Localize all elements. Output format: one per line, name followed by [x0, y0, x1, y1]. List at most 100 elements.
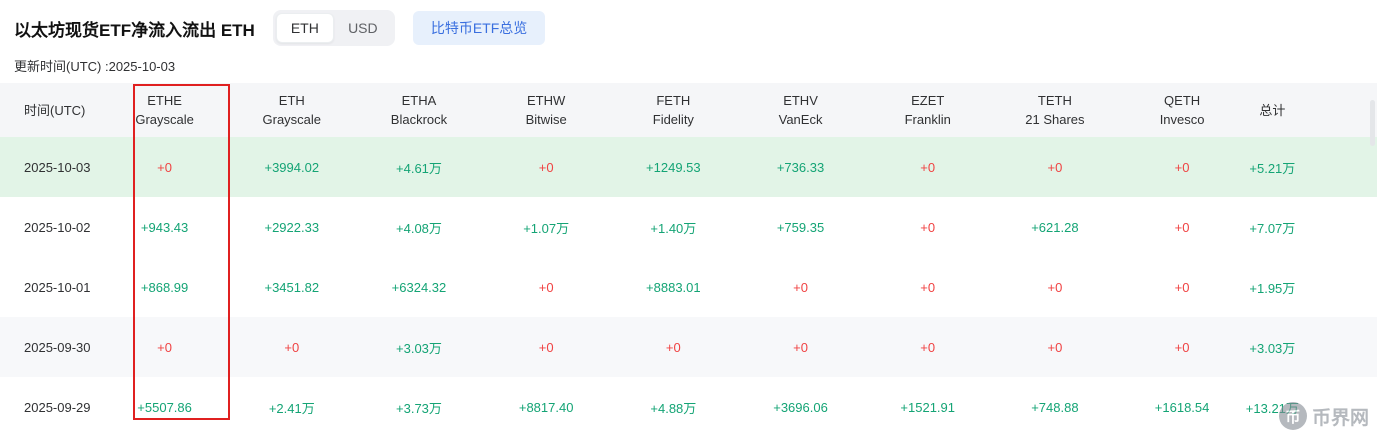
column-header: FETH Fidelity	[610, 91, 737, 129]
flow-value-cell: +8883.01	[646, 279, 701, 295]
flow-value-cell: +0	[1047, 159, 1063, 175]
column-issuer: Blackrock	[390, 112, 448, 127]
flow-value-cell: +3994.02	[264, 159, 320, 175]
column-issuer: Franklin	[904, 112, 951, 127]
row-date: 2025-09-29	[24, 399, 91, 415]
flow-value-cell: +0	[1174, 159, 1190, 175]
watermark-logo-icon: 币	[1278, 402, 1307, 430]
column-ticker: ETHV	[783, 93, 818, 108]
flow-value-cell: +0	[920, 219, 936, 235]
flow-value-cell: +0	[1174, 339, 1190, 355]
column-ticker: ETH	[278, 93, 305, 108]
flow-value-cell: +943.43	[140, 219, 189, 235]
flow-value-cell: +1521.91	[900, 399, 956, 415]
flow-value-cell: +1.07万	[523, 220, 570, 236]
flow-value-cell: +8817.40	[518, 399, 574, 415]
flow-value-cell: +4.08万	[396, 220, 442, 236]
column-header: ETHV VanEck	[737, 91, 864, 129]
site-watermark: 币 币界网	[1278, 402, 1369, 430]
table-row: 2025-10-02 +943.43 +2922.33 +4.08万 +1.07万 +1.…	[0, 197, 1377, 257]
vertical-scrollbar[interactable]	[1370, 100, 1375, 146]
flow-value-cell: +0	[1174, 279, 1190, 295]
flow-value-cell: +1.40万	[650, 220, 697, 236]
column-ticker: QETH	[1164, 93, 1201, 108]
column-ticker: ETHE	[147, 93, 182, 108]
flow-value-cell: +0	[157, 159, 172, 175]
flow-value-cell: +1249.53	[646, 159, 701, 175]
flow-value-cell: +4.61万	[396, 160, 442, 176]
column-issuer: Grayscale	[135, 112, 194, 127]
column-ticker: ETHW	[527, 93, 566, 108]
column-issuer: 21 Shares	[1025, 112, 1085, 127]
row-date: 2025-09-30	[24, 339, 91, 355]
toggle-eth-button[interactable]: ETH	[275, 13, 334, 43]
column-ticker: FETH	[656, 93, 691, 108]
column-issuer: Invesco	[1159, 112, 1205, 127]
column-header: 总计	[1246, 101, 1377, 120]
flow-value-cell: +3696.06	[773, 399, 828, 415]
row-date: 2025-10-02	[24, 219, 91, 235]
flow-value-cell: +3.73万	[396, 400, 442, 416]
flow-value-cell: +5507.86	[137, 399, 192, 415]
flow-value-cell: +0	[538, 279, 554, 295]
row-date: 2025-10-03	[24, 159, 91, 175]
page-title: 以太坊现货ETF净流入流出 ETH	[14, 20, 255, 40]
btc-etf-overview-button[interactable]: 比特币ETF总览	[412, 11, 546, 45]
column-header: ETHW Bitwise	[483, 91, 610, 129]
column-header: TETH 21 Shares	[991, 91, 1118, 129]
header-bar: 以太坊现货ETF净流入流出 ETH ETH USD 比特币ETF总览	[0, 0, 1377, 46]
column-header: ETHA Blackrock	[355, 91, 482, 129]
column-ticker: TETH	[1037, 93, 1072, 108]
column-ticker: ETHA	[401, 93, 437, 108]
table-row: 2025-09-29 +5507.86 +2.41万 +3.73万 +8817.40 +4…	[0, 377, 1377, 437]
column-header: ETHE Grayscale	[101, 91, 228, 129]
flow-value-cell: +0	[665, 339, 681, 355]
flow-value-cell: +1618.54	[1154, 399, 1210, 415]
flow-value-cell: +4.88万	[650, 400, 697, 416]
flow-value-cell: +0	[793, 279, 808, 295]
flow-value-cell: +0	[538, 339, 554, 355]
flow-value-cell: +0	[538, 159, 554, 175]
toggle-usd-button[interactable]: USD	[348, 20, 378, 36]
column-header: EZET Franklin	[864, 91, 991, 129]
flow-value-cell: +5.21万	[1249, 160, 1296, 176]
column-issuer: Grayscale	[262, 112, 322, 127]
flow-value-cell: +868.99	[140, 279, 189, 295]
flow-value-cell: +3.03万	[1249, 340, 1296, 356]
flow-value-cell: +7.07万	[1249, 220, 1296, 236]
flow-value-cell: +748.88	[1031, 399, 1079, 415]
flow-value-cell: +0	[157, 339, 172, 355]
table-header-row: 时间(UTC) ETHE Grayscale ETH Grayscale ETHA Blac…	[0, 83, 1377, 137]
flow-value-cell: +0	[284, 339, 300, 355]
flow-value-cell: +0	[920, 339, 936, 355]
flow-value-cell: +0	[1047, 339, 1063, 355]
table-row: 2025-10-01 +868.99 +3451.82 +6324.32 +0 +8883…	[0, 257, 1377, 317]
flow-value-cell: +736.33	[776, 159, 825, 175]
flow-value-cell: +759.35	[776, 219, 825, 235]
table-body: 2025-10-03 +0 +3994.02 +4.61万 +0 +1249.53 +736…	[0, 137, 1377, 437]
flow-value-cell: +0	[1047, 279, 1063, 295]
table-row: 2025-10-03 +0 +3994.02 +4.61万 +0 +1249.53 +736…	[0, 137, 1377, 197]
currency-toggle: ETH USD	[272, 10, 395, 46]
etf-flow-table: 时间(UTC) ETHE Grayscale ETH Grayscale ETHA Blac…	[0, 83, 1377, 437]
flow-value-cell: +1.95万	[1249, 280, 1296, 296]
column-header: QETH Invesco	[1119, 91, 1246, 129]
flow-value-cell: +621.28	[1031, 219, 1079, 235]
column-ticker: 时间(UTC)	[24, 102, 86, 118]
flow-value-cell: +0	[793, 339, 808, 355]
flow-value-cell: +2922.33	[264, 219, 320, 235]
column-issuer: Fidelity	[652, 112, 694, 127]
column-ticker: 总计	[1259, 102, 1286, 118]
column-header: ETH Grayscale	[228, 91, 355, 129]
column-issuer: VanEck	[778, 112, 823, 127]
column-issuer: Bitwise	[525, 112, 567, 127]
watermark-text: 币界网	[1311, 407, 1369, 429]
flow-value-cell: +2.41万	[268, 400, 315, 416]
flow-value-cell: +3.03万	[396, 340, 442, 356]
table-row: 2025-09-30 +0 +0 +3.03万 +0 +0 +0 +0 +0 +0 +3.03万	[0, 317, 1377, 377]
flow-value-cell: +0	[920, 159, 936, 175]
row-date: 2025-10-01	[24, 279, 91, 295]
flow-value-cell: +0	[920, 279, 936, 295]
flow-value-cell: +0	[1174, 219, 1190, 235]
update-time-label: 更新时间(UTC) :2025-10-03	[14, 59, 176, 74]
